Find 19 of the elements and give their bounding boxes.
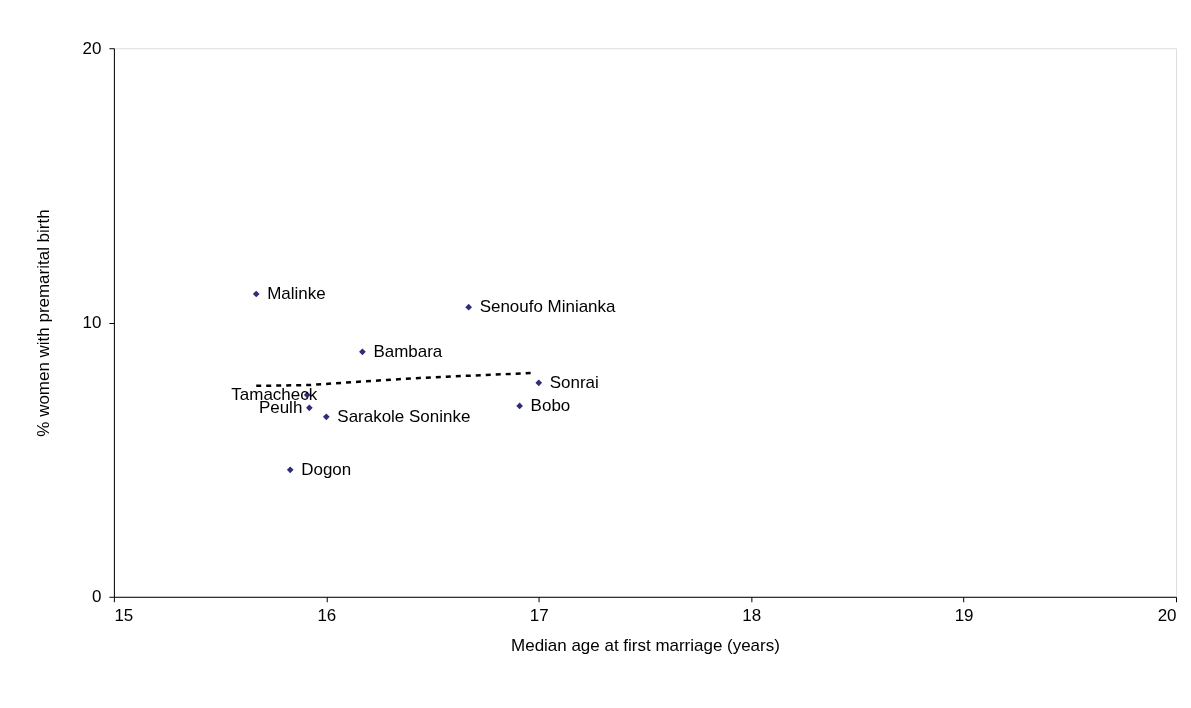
x-tick-label: 20 xyxy=(1157,606,1177,626)
x-tick-label: 17 xyxy=(529,606,549,626)
annotation: Dogon xyxy=(301,459,352,479)
y-axis-title: % women with premarital birth xyxy=(33,209,53,437)
y-tick-label: 20 xyxy=(82,38,102,58)
line-series xyxy=(254,371,534,388)
x-tick-label: 15 xyxy=(114,606,134,626)
x-axis-title: Median age at first marriage (years) xyxy=(511,636,780,656)
x-tick-label: 16 xyxy=(317,606,337,626)
x-tick-label: 19 xyxy=(954,606,974,626)
annotation: Senoufo Minianka xyxy=(479,297,617,317)
annotation: Sarakole Soninke xyxy=(337,406,471,426)
y-tick-label: 0 xyxy=(91,587,102,607)
annotation: Malinke xyxy=(267,283,326,303)
x-tick-label: 18 xyxy=(742,606,762,626)
y-tick-label: 10 xyxy=(82,313,102,333)
annotation: Bobo xyxy=(530,395,571,415)
annotation: Sonrai xyxy=(549,372,599,392)
annotation: Bambara xyxy=(373,341,443,361)
